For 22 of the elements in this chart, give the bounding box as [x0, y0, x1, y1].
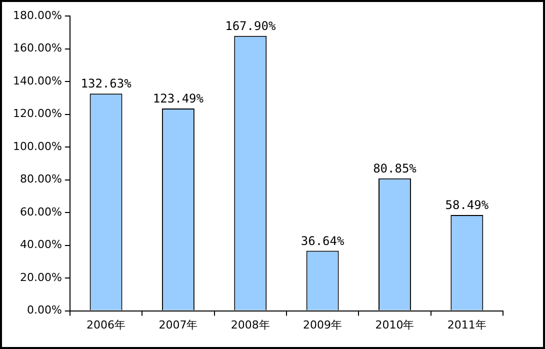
y-tick-label: 80.00% [20, 172, 62, 186]
y-tick-label: 180.00% [12, 8, 62, 22]
y-tick-label: 140.00% [12, 74, 62, 88]
data-label: 123.49% [152, 92, 204, 106]
data-label: 36.64% [300, 234, 345, 248]
y-tick-label: 120.00% [12, 107, 62, 120]
y-tick-label: 20.00% [20, 270, 62, 284]
y-tick-label: 0.00% [26, 304, 62, 317]
x-tick-label: 2008年 [230, 318, 270, 332]
y-tick-label: 160.00% [12, 42, 62, 55]
x-tick-label: 2010年 [375, 318, 414, 332]
y-tick-label: 40.00% [20, 238, 62, 252]
y-tick-label: 100.00% [12, 140, 62, 153]
data-label: 80.85% [373, 162, 418, 176]
data-label: 58.49% [445, 198, 490, 212]
y-tick-label: 60.00% [20, 205, 62, 218]
x-tick-label: 2006年 [86, 318, 126, 332]
data-label: 167.90% [225, 18, 276, 33]
x-tick-label: 2007年 [158, 318, 198, 332]
x-tick-label: 2009年 [303, 318, 342, 332]
data-label: 132.63% [80, 76, 132, 91]
x-tick-label: 2011年 [447, 318, 486, 332]
